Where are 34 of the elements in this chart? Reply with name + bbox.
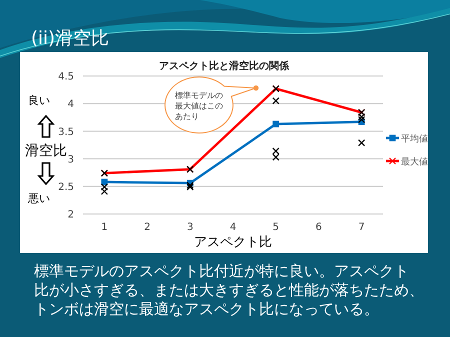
x-tick-label: 3 [186,222,194,233]
y-tick-label: 2 [68,210,74,221]
x-tick-label: 1 [101,222,108,233]
x-tick-label: 6 [316,222,322,233]
point [100,188,108,195]
point [186,182,194,189]
legend-label: 最大値 [401,156,428,168]
text: 悪い [27,192,50,205]
point [358,116,366,124]
point [272,97,280,104]
text: 標準モデルのアスペクト比付近が特に良い。アスペクト比が小さすぎる、または大きすぎると性能が落ちたため、トンボは滑空に最適なアスペクト比になっている。 [34,262,424,318]
x-tick-label: 5 [272,222,280,233]
point [358,139,366,146]
annotation: 標準モデルの最大値はこのあたり [175,91,223,121]
point [272,154,280,161]
point [272,147,280,155]
y-tick-label: 4.5 [58,72,74,83]
y-tick-label: 2.5 [58,182,74,193]
chart-title: アスペクト比と滑空比の関係 [159,60,290,72]
point [272,120,280,128]
x-tick-label: 7 [358,222,365,233]
y-tick-label: 3.5 [58,126,74,138]
text: 良い [28,94,50,107]
point [358,113,366,120]
legend-label: 平均値 [401,133,428,144]
y-axis-title: 滑空比 [25,143,67,159]
x-tick-label: 4 [230,222,236,233]
text: (ii)滑空比 [31,28,110,49]
point [100,183,108,191]
y-tick-label: 4 [68,99,74,110]
x-tick-label: 2 [144,222,150,233]
x-axis-title: アスペクト比 [194,235,272,250]
point [186,183,194,191]
y-tick-label: 3 [68,154,74,166]
